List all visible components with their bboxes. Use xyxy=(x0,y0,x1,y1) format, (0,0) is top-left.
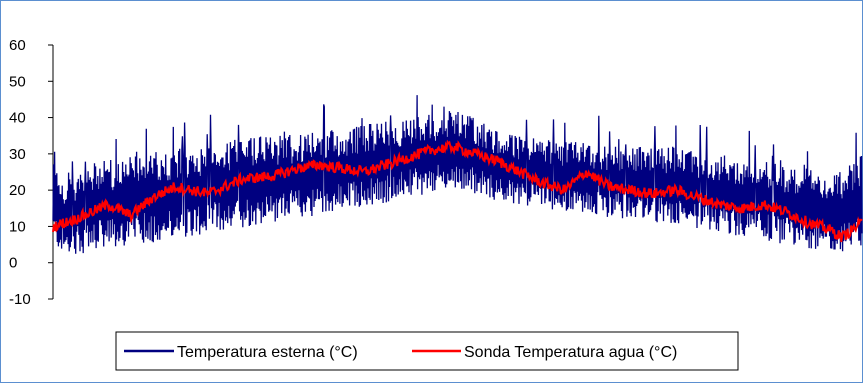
y-tick-label: 40 xyxy=(9,110,26,127)
y-tick-label: -10 xyxy=(9,291,31,308)
y-tick-label: 60 xyxy=(9,37,26,54)
legend-label-temperatura-esterna: Temperatura esterna (°C) xyxy=(177,344,358,361)
y-tick-label: 50 xyxy=(9,73,26,90)
legend: Temperatura esterna (°C) Sonda Temperatu… xyxy=(115,331,739,371)
y-tick-label: 30 xyxy=(9,146,26,163)
y-axis: -10 0 10 20 30 40 50 60 xyxy=(9,37,54,308)
y-tick-label: 20 xyxy=(9,182,26,199)
y-tick-label: 0 xyxy=(9,255,17,272)
series-line-temperatura-esterna xyxy=(52,95,863,254)
y-tick-label: 10 xyxy=(9,218,26,235)
series-line-sonda-temperatura-agua xyxy=(52,139,863,243)
legend-label-sonda-temperatura-agua: Sonda Temperatura agua (°C) xyxy=(464,344,677,361)
plot-area xyxy=(52,95,863,254)
